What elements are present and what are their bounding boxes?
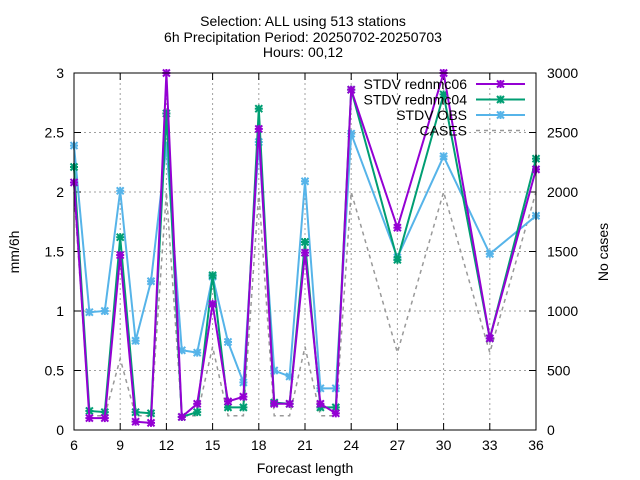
data-point <box>100 306 110 316</box>
data-point <box>208 299 217 309</box>
x-tick-label: 18 <box>251 437 267 453</box>
y-tick-label: 2 <box>56 184 64 200</box>
data-point <box>439 152 448 161</box>
y2-tick-label: 1500 <box>547 244 578 260</box>
x-tick-label: 24 <box>343 437 359 453</box>
legend-label: STDV rednmc06 <box>364 76 468 92</box>
data-point <box>300 248 310 257</box>
data-point <box>146 418 156 428</box>
legend-label: STDV rednmc04 <box>364 92 468 108</box>
x-tick-label: 36 <box>528 437 544 453</box>
y2-tick-label: 500 <box>547 363 571 379</box>
legend-item: STDV rednmc04 <box>364 92 525 108</box>
data-point <box>223 397 233 406</box>
y-tick-label: 1.5 <box>45 244 65 260</box>
y-tick-label: 3 <box>56 65 64 81</box>
data-point <box>485 249 495 259</box>
data-point <box>331 409 341 418</box>
data-point <box>131 336 140 345</box>
data-point <box>316 399 325 409</box>
data-point <box>177 412 187 422</box>
data-point <box>192 399 202 409</box>
x-tick-label: 33 <box>482 437 498 453</box>
x-tick-label: 21 <box>297 437 313 453</box>
y2-tick-label: 0 <box>547 422 555 438</box>
data-point <box>254 104 264 113</box>
data-point <box>100 413 110 423</box>
plot-frame <box>73 72 537 431</box>
data-point <box>223 337 233 347</box>
y-tick-label: 0 <box>56 422 64 438</box>
y2-tick-label: 2000 <box>547 184 578 200</box>
data-point <box>485 334 495 343</box>
y-tick-label: 2.5 <box>45 125 65 141</box>
data-point <box>269 399 279 409</box>
title-line-1: Selection: ALL using 513 stations <box>200 13 406 29</box>
x-tick-label: 15 <box>205 437 221 453</box>
data-point <box>192 407 202 417</box>
data-point <box>254 124 264 134</box>
data-point <box>300 177 310 186</box>
data-point <box>115 250 125 260</box>
x-axis-ticks: 6 9 12 15 18 21 24 27 30 33 36 <box>70 73 544 453</box>
data-point <box>300 237 310 247</box>
data-point <box>146 277 156 286</box>
legend-item: STDV OBS <box>396 107 525 123</box>
y2-tick-label: 1000 <box>547 303 578 319</box>
y2-tick-label: 2500 <box>547 125 578 141</box>
x-tick-label: 27 <box>390 437 406 453</box>
data-point <box>208 271 217 280</box>
y-axis-ticks: 0 0.5 1 1.5 2 2.5 3 <box>45 65 81 438</box>
x-axis-label: Forecast length <box>257 460 354 476</box>
data-point <box>393 223 402 232</box>
y2-tick-label: 3000 <box>547 65 578 81</box>
data-point <box>393 255 402 265</box>
x-tick-label: 12 <box>159 437 175 453</box>
series-cases <box>73 189 537 417</box>
x-tick-label: 9 <box>116 437 124 453</box>
title-line-2: 6h Precipitation Period: 20250702-202507… <box>164 29 442 45</box>
y-axis-label: mm/6h <box>6 231 22 274</box>
data-point <box>85 413 94 423</box>
legend-item: CASES <box>420 123 525 139</box>
data-point <box>346 85 356 94</box>
legend-label: STDV OBS <box>396 107 467 123</box>
x-tick-label: 30 <box>436 437 452 453</box>
legend-label: CASES <box>420 123 467 139</box>
data-point <box>85 307 94 317</box>
data-point <box>115 233 125 242</box>
title-line-3: Hours: 00,12 <box>263 44 343 60</box>
y-tick-label: 1 <box>56 303 64 319</box>
data-point <box>239 392 248 401</box>
y2-axis-label: No cases <box>595 223 611 281</box>
data-point <box>131 417 140 426</box>
data-point <box>115 186 125 196</box>
data-point <box>285 399 294 409</box>
legend-item: STDV rednmc06 <box>364 76 525 92</box>
y-tick-label: 0.5 <box>45 363 65 379</box>
chart-title: Selection: ALL using 513 stations 6h Pre… <box>164 13 442 60</box>
data-point <box>192 348 202 357</box>
data-point <box>239 403 248 412</box>
x-tick-label: 6 <box>70 437 78 453</box>
series-line <box>73 189 537 417</box>
